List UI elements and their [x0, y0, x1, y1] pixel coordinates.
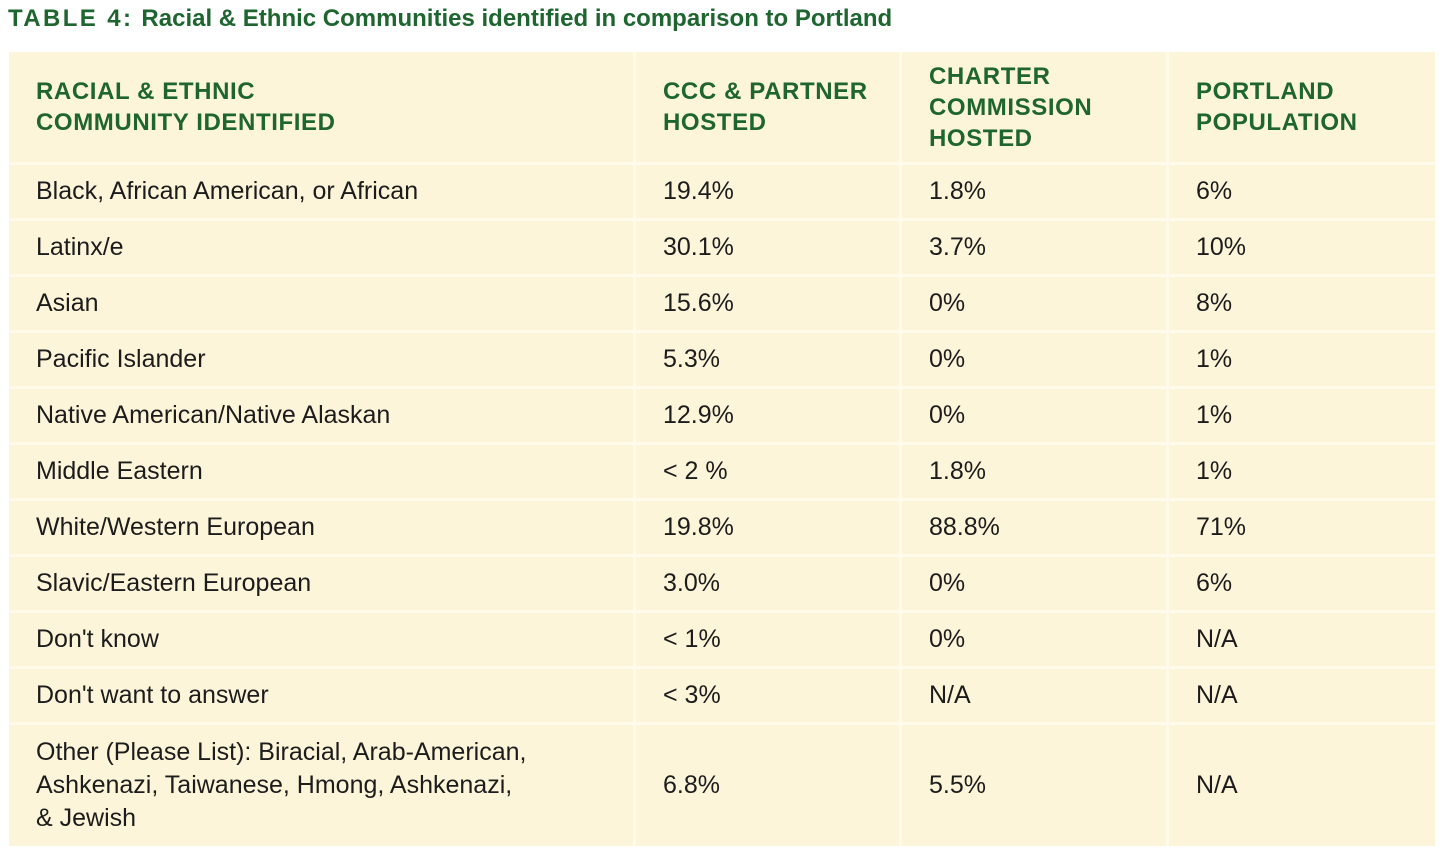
portland-population-cell: 6% [1169, 165, 1435, 221]
column-header-community: RACIAL & ETHNIC COMMUNITY IDENTIFIED [9, 52, 636, 165]
table-row: Slavic/Eastern European 3.0% 0% 6% [9, 557, 1435, 613]
community-cell: Other (Please List): Biracial, Arab-Amer… [9, 725, 636, 846]
community-cell: White/Western European [9, 501, 636, 557]
table-row: Don't want to answer < 3% N/A N/A [9, 669, 1435, 725]
column-header-community-text: RACIAL & ETHNIC COMMUNITY IDENTIFIED [36, 78, 336, 136]
portland-population-cell: N/A [1169, 613, 1435, 669]
table-row: Asian 15.6% 0% 8% [9, 277, 1435, 333]
header-row: RACIAL & ETHNIC COMMUNITY IDENTIFIED CCC… [9, 52, 1435, 165]
community-cell: Don't want to answer [9, 669, 636, 725]
community-cell: Black, African American, or African [9, 165, 636, 221]
table-row: Pacific Islander 5.3% 0% 1% [9, 333, 1435, 389]
portland-population-cell: 6% [1169, 557, 1435, 613]
column-header-ccc-partner-text: CCC & PARTNER HOSTED [663, 78, 868, 136]
community-cell: Don't know [9, 613, 636, 669]
column-header-charter-commission-text: CHARTER COMMISSION HOSTED [929, 62, 1093, 152]
charter-commission-cell: 0% [902, 277, 1169, 333]
community-cell: Native American/Native Alaskan [9, 389, 636, 445]
table-row: Other (Please List): Biracial, Arab-Amer… [9, 725, 1435, 846]
community-cell: Latinx/e [9, 221, 636, 277]
table-row: Don't know < 1% 0% N/A [9, 613, 1435, 669]
ccc-partner-cell: 5.3% [636, 333, 902, 389]
portland-population-cell: 1% [1169, 445, 1435, 501]
charter-commission-cell: 88.8% [902, 501, 1169, 557]
data-table: RACIAL & ETHNIC COMMUNITY IDENTIFIED CCC… [9, 52, 1435, 846]
ccc-partner-cell: 6.8% [636, 725, 902, 846]
ccc-partner-cell: < 1% [636, 613, 902, 669]
ccc-partner-cell: < 2 % [636, 445, 902, 501]
portland-population-cell: 1% [1169, 333, 1435, 389]
charter-commission-cell: 5.5% [902, 725, 1169, 846]
charter-commission-cell: 0% [902, 613, 1169, 669]
table-row: White/Western European 19.8% 88.8% 71% [9, 501, 1435, 557]
ccc-partner-cell: 12.9% [636, 389, 902, 445]
ccc-partner-cell: 3.0% [636, 557, 902, 613]
portland-population-cell: N/A [1169, 725, 1435, 846]
charter-commission-cell: 0% [902, 557, 1169, 613]
portland-population-cell: 1% [1169, 389, 1435, 445]
portland-population-cell: 71% [1169, 501, 1435, 557]
table-number-label: TABLE 4: [8, 5, 134, 32]
charter-commission-cell: 3.7% [902, 221, 1169, 277]
community-cell: Pacific Islander [9, 333, 636, 389]
community-cell: Asian [9, 277, 636, 333]
community-cell: Middle Eastern [9, 445, 636, 501]
charter-commission-cell: 1.8% [902, 445, 1169, 501]
portland-population-cell: 8% [1169, 277, 1435, 333]
ccc-partner-cell: 19.4% [636, 165, 902, 221]
table-row: Middle Eastern < 2 % 1.8% 1% [9, 445, 1435, 501]
portland-population-cell: 10% [1169, 221, 1435, 277]
ccc-partner-cell: 19.8% [636, 501, 902, 557]
charter-commission-cell: 1.8% [902, 165, 1169, 221]
column-header-portland-population: PORTLAND POPULATION [1169, 52, 1435, 165]
community-cell: Slavic/Eastern European [9, 557, 636, 613]
ccc-partner-cell: 15.6% [636, 277, 902, 333]
table-title-text: Racial & Ethnic Communities identified i… [141, 5, 893, 32]
charter-commission-cell: 0% [902, 333, 1169, 389]
table-row: Black, African American, or African 19.4… [9, 165, 1435, 221]
table-title: TABLE 4: Racial & Ethnic Communities iden… [8, 3, 892, 35]
table-row: Latinx/e 30.1% 3.7% 10% [9, 221, 1435, 277]
charter-commission-cell: 0% [902, 389, 1169, 445]
portland-population-cell: N/A [1169, 669, 1435, 725]
column-header-ccc-partner: CCC & PARTNER HOSTED [636, 52, 902, 165]
table-row: Native American/Native Alaskan 12.9% 0% … [9, 389, 1435, 445]
column-header-charter-commission: CHARTER COMMISSION HOSTED [902, 52, 1169, 165]
column-header-portland-population-text: PORTLAND POPULATION [1196, 78, 1358, 136]
charter-commission-cell: N/A [902, 669, 1169, 725]
ccc-partner-cell: < 3% [636, 669, 902, 725]
ccc-partner-cell: 30.1% [636, 221, 902, 277]
